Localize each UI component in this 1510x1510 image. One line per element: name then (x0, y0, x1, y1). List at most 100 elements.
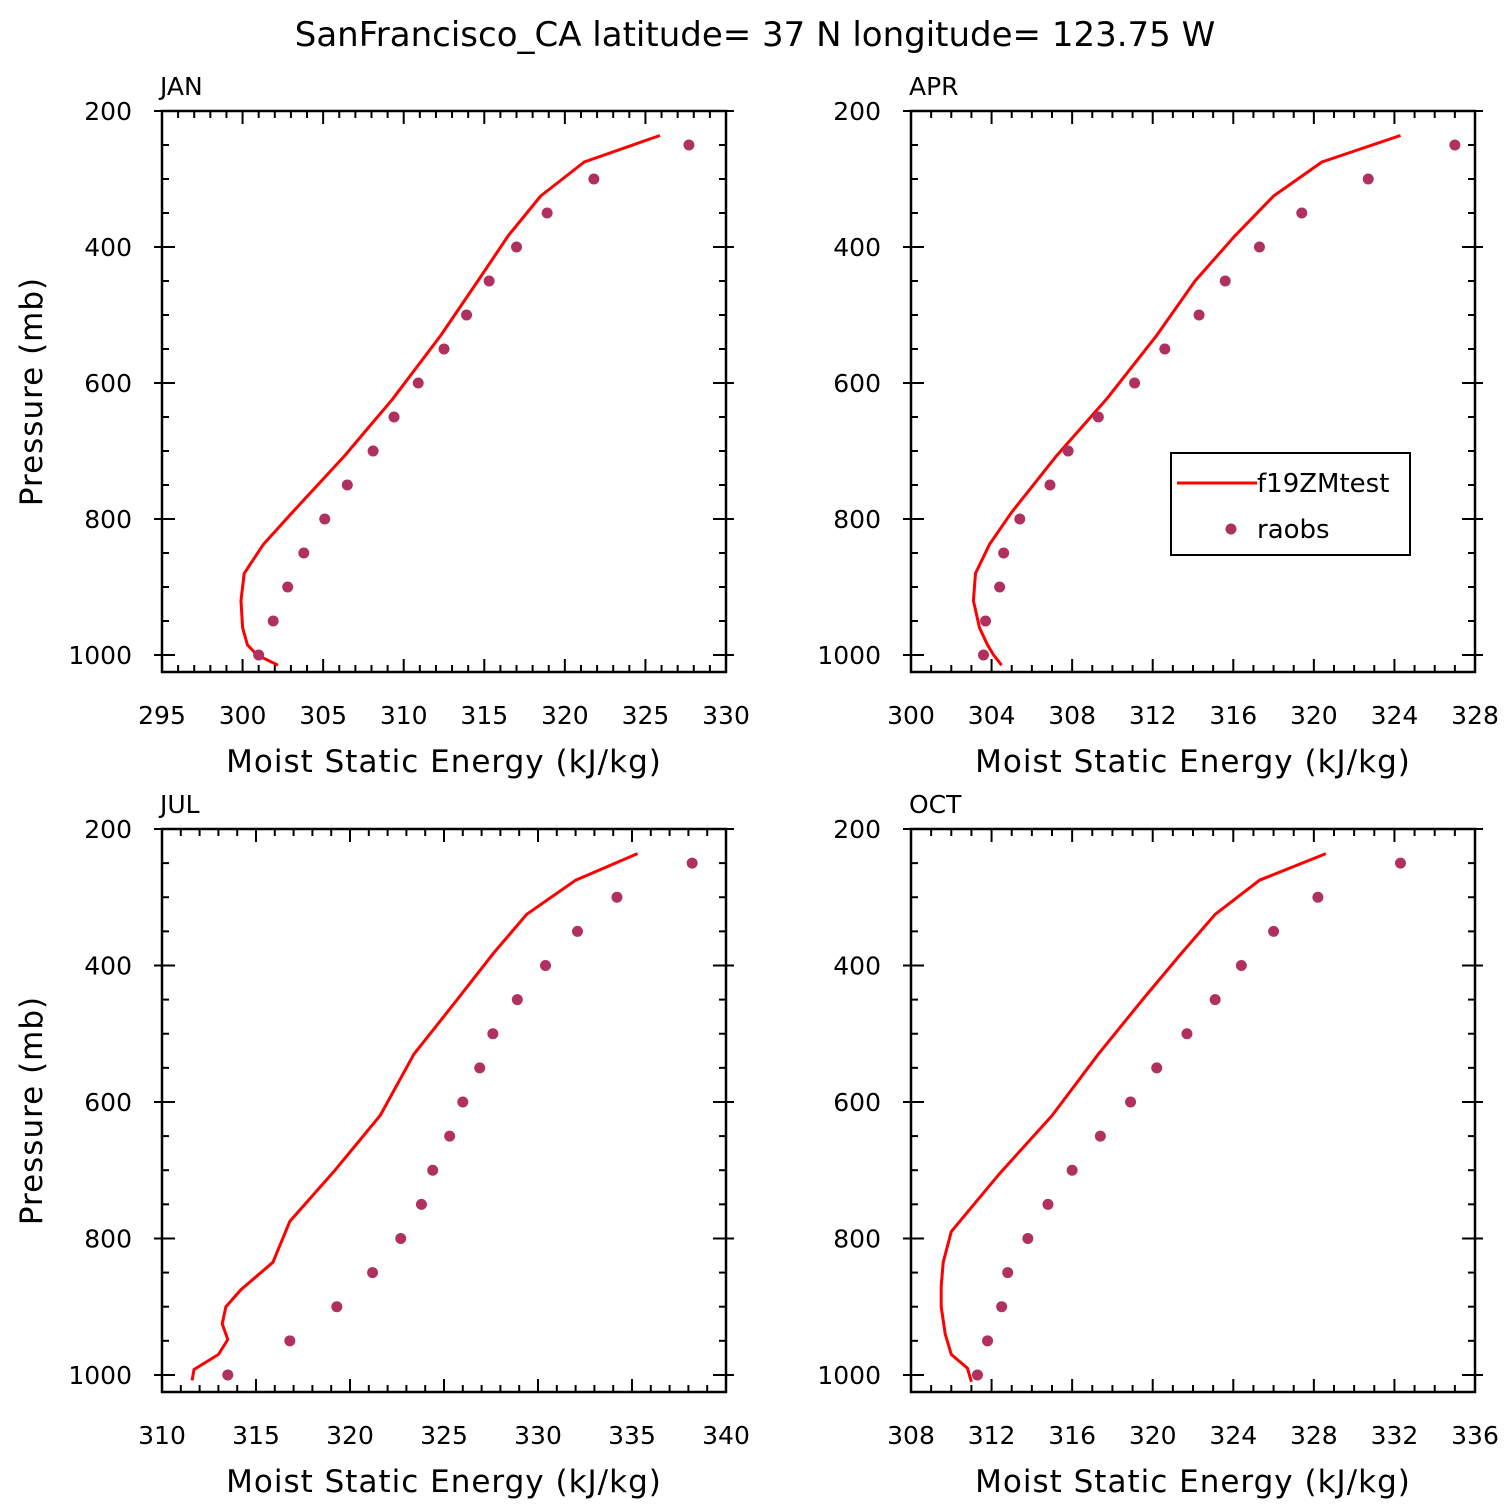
data-point (388, 411, 400, 423)
panel-jul: JUL 310 315 320 325 330 335 340 200 400 600 800 1000… (14, 790, 750, 1500)
panel-oct: OCT 308 312 316 320 324 328 332 336 200 400 600 800 1… (817, 790, 1498, 1500)
y-tick-label: 800 (833, 505, 881, 534)
y-tick-label: 1000 (68, 641, 132, 670)
y-tick-label: 800 (84, 1224, 132, 1253)
data-point (487, 1028, 499, 1040)
panel-jan: JAN 295 300 305 310 315 320 325 330 200 400 600 800 1… (14, 72, 750, 780)
legend-label: f19ZMtest (1257, 469, 1389, 499)
x-axis-label: Moist Static Energy (kJ/kg) (975, 1464, 1411, 1500)
x-axis-label: Moist Static Energy (kJ/kg) (975, 744, 1411, 780)
data-point (1268, 925, 1280, 937)
data-point (284, 1335, 296, 1347)
y-tick-label: 1000 (817, 1361, 881, 1390)
panel-label: JUL (158, 790, 200, 819)
panel-apr: APR 300 304 308 312 316 320 324 328 200 400 600 800 1… (817, 72, 1498, 780)
y-tick-label: 400 (833, 233, 881, 262)
data-point (1209, 994, 1221, 1006)
x-tick-label: 308 (1048, 701, 1096, 730)
x-axis-label: Moist Static Energy (kJ/kg) (226, 1464, 662, 1500)
y-tick-label: 600 (833, 369, 881, 398)
x-tick-label: 335 (608, 1421, 656, 1450)
data-point (1044, 479, 1056, 491)
y-tick-label: 200 (84, 97, 132, 126)
plot-frame (160, 827, 728, 1394)
y-axis-label: Pressure (mb) (14, 277, 50, 506)
data-point (1014, 513, 1026, 525)
x-tick-label: 324 (1371, 701, 1419, 730)
plot-frame (160, 109, 728, 674)
data-point (980, 615, 992, 627)
data-point (1181, 1028, 1193, 1040)
panel-label: APR (909, 72, 959, 101)
y-tick-label: 200 (833, 815, 881, 844)
data-point (982, 1335, 994, 1347)
x-tick-label: 336 (1451, 1421, 1499, 1450)
y-tick-label: 400 (84, 233, 132, 262)
legend-box (1170, 452, 1411, 556)
x-tick-label: 300 (219, 701, 267, 730)
plot-frame (909, 827, 1477, 1394)
data-point (438, 343, 450, 355)
x-tick-label: 330 (514, 1421, 562, 1450)
data-point (341, 479, 353, 491)
data-point (1129, 377, 1141, 389)
data-point (1022, 1232, 1034, 1244)
x-tick-label: 324 (1209, 1421, 1257, 1450)
data-point (511, 241, 523, 253)
legend-label: raobs (1257, 515, 1330, 545)
data-point (267, 615, 279, 627)
y-tick-label: 200 (833, 97, 881, 126)
series-line-f19ZMtest (939, 852, 1327, 1383)
data-point (331, 1301, 343, 1313)
y-tick-label: 1000 (68, 1361, 132, 1390)
x-tick-label: 320 (1129, 1421, 1177, 1450)
data-point (1296, 207, 1308, 219)
series-line-f19ZMtest (190, 852, 639, 1381)
data-point (367, 445, 379, 457)
data-point (996, 1301, 1008, 1313)
data-point (588, 173, 600, 185)
y-tick-label: 600 (833, 1088, 881, 1117)
x-tick-label: 304 (968, 701, 1016, 730)
data-point (1092, 411, 1104, 423)
data-point (1312, 891, 1324, 903)
data-point (1159, 343, 1171, 355)
x-tick-label: 330 (702, 701, 750, 730)
data-point (683, 139, 695, 151)
x-tick-label: 325 (622, 701, 670, 730)
data-point (611, 891, 623, 903)
data-point (978, 649, 990, 661)
data-point (1151, 1062, 1163, 1074)
data-point (994, 581, 1006, 593)
y-axis-label: Pressure (mb) (14, 996, 50, 1225)
y-tick-label: 200 (84, 815, 132, 844)
x-tick-label: 320 (1290, 701, 1338, 730)
data-point (457, 1096, 469, 1108)
x-tick-label: 295 (138, 701, 186, 730)
data-point (1002, 1267, 1014, 1279)
data-point (1042, 1198, 1054, 1210)
data-point (298, 547, 310, 559)
y-tick-label: 800 (833, 1224, 881, 1253)
series-points-raobs (971, 857, 1406, 1381)
series-points-raobs (253, 139, 695, 661)
tick-marks (154, 828, 734, 1392)
data-point (319, 513, 331, 525)
y-tick-label: 400 (84, 951, 132, 980)
data-point (474, 1062, 486, 1074)
tick-marks (903, 828, 1483, 1392)
panels: JAN 295 300 305 310 315 320 325 330 200 400 600 800 1… (14, 72, 1499, 1500)
x-tick-label: 308 (887, 1421, 935, 1450)
data-point (1125, 1096, 1137, 1108)
x-tick-label: 328 (1451, 701, 1499, 730)
series-points-raobs (222, 857, 698, 1381)
data-point (540, 959, 552, 971)
figure-title: SanFrancisco_CA latitude= 37 N longitude… (295, 15, 1216, 55)
x-tick-label: 316 (1048, 1421, 1096, 1450)
tick-marks (903, 110, 1483, 672)
data-point (1066, 1164, 1078, 1176)
x-tick-label: 340 (702, 1421, 750, 1450)
data-point (412, 377, 424, 389)
data-point (1193, 309, 1205, 321)
